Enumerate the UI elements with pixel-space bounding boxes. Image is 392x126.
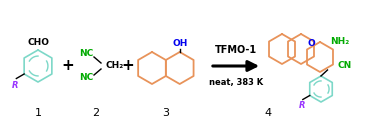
Text: +: + [62, 58, 74, 73]
Text: 3: 3 [162, 108, 169, 118]
Text: NC: NC [79, 73, 93, 83]
Text: O: O [308, 39, 316, 48]
Text: R: R [299, 102, 305, 111]
Text: 2: 2 [93, 108, 100, 118]
Text: CH₂: CH₂ [106, 61, 124, 71]
Text: CN: CN [338, 60, 352, 70]
Text: CHO: CHO [27, 38, 49, 47]
Text: TFMO-1: TFMO-1 [215, 45, 257, 55]
Text: NH₂: NH₂ [330, 37, 350, 45]
Text: OH: OH [172, 39, 187, 48]
Text: neat, 383 K: neat, 383 K [209, 77, 263, 87]
Text: 1: 1 [34, 108, 42, 118]
Text: 4: 4 [265, 108, 272, 118]
Text: +: + [122, 58, 134, 73]
Text: R: R [12, 81, 18, 89]
Text: NC: NC [79, 50, 93, 58]
